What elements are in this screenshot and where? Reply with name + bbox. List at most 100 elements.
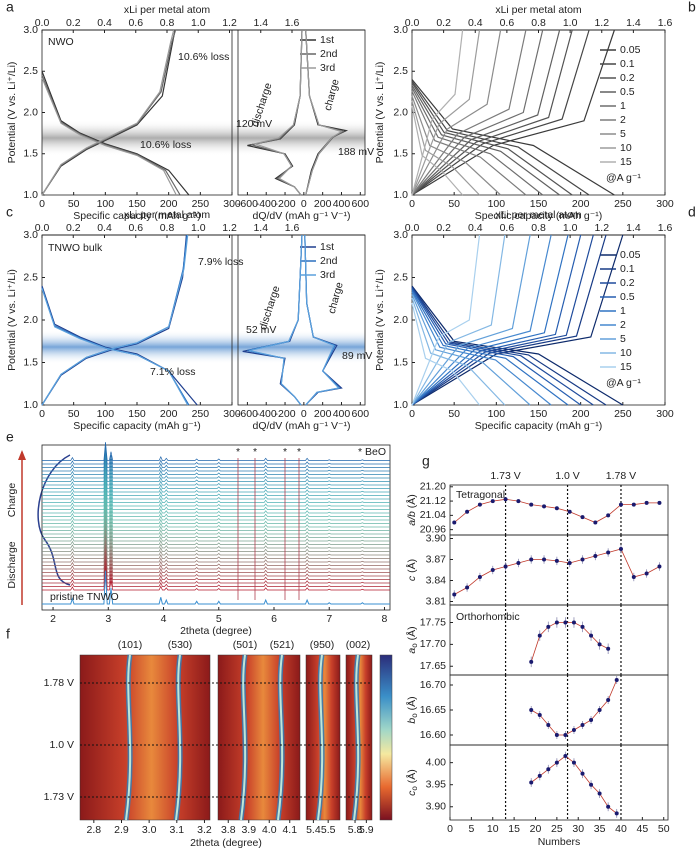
curve bbox=[411, 234, 506, 406]
x2-axis-label: xLi per metal atom bbox=[495, 4, 582, 16]
x-tick-label: 100 bbox=[97, 408, 115, 420]
legend-label: 0.05 bbox=[620, 249, 641, 261]
x-axis-label: Specific capacity (mAh g⁻¹) bbox=[73, 210, 201, 222]
plot-frame bbox=[449, 674, 669, 746]
x-tick-label: 200 bbox=[160, 198, 178, 210]
legend-label: 10 bbox=[620, 142, 632, 154]
peak-streak bbox=[277, 654, 284, 821]
peak-streak bbox=[317, 654, 324, 821]
data-point bbox=[516, 499, 521, 504]
voltage-trace bbox=[37, 454, 71, 586]
x2-tick-label: 0.4 bbox=[468, 17, 483, 29]
y-tick-label: 3.0 bbox=[23, 24, 38, 36]
x-tick-label: 150 bbox=[128, 408, 146, 420]
y-tick-label: 21.12 bbox=[420, 495, 446, 507]
x2-tick-label: 1.2 bbox=[222, 17, 237, 29]
stage-label: 1.78 V bbox=[606, 470, 636, 482]
x-tick-label: 0 bbox=[409, 408, 415, 420]
x-tick-label: 2 bbox=[50, 613, 56, 625]
y-tick-label: 1.0 bbox=[23, 399, 38, 411]
xrd-pattern bbox=[42, 477, 390, 496]
x2-tick-label: 0.2 bbox=[436, 17, 451, 29]
annotation: Orthorhombic bbox=[456, 611, 520, 623]
stage-label: 1.0 V bbox=[555, 470, 580, 482]
x-tick-label: 3.8 bbox=[221, 824, 236, 836]
x-tick-label: 150 bbox=[128, 198, 146, 210]
annotation: Charge bbox=[6, 483, 18, 518]
panel-label: c bbox=[6, 204, 13, 220]
legend-label: 1 bbox=[620, 305, 626, 317]
curve bbox=[411, 29, 615, 196]
xrd-pattern bbox=[42, 522, 390, 542]
y-axis-label-part: o bbox=[410, 643, 419, 648]
data-point bbox=[465, 585, 470, 590]
y-tick-label: 3.84 bbox=[426, 574, 447, 586]
xrd-pattern bbox=[42, 501, 390, 521]
y-axis-label: Potential (V vs. Li⁺/Li) bbox=[374, 269, 386, 371]
x2-tick-label: 1.6 bbox=[658, 222, 673, 234]
heatmap-segment bbox=[217, 654, 301, 821]
y-tick-label: 2.0 bbox=[393, 314, 408, 326]
y-tick-label: 3.0 bbox=[393, 229, 408, 241]
legend-label: 1 bbox=[620, 100, 626, 112]
xrd-pattern bbox=[42, 491, 390, 510]
data-point bbox=[618, 547, 623, 551]
x-tick-label: 150 bbox=[530, 198, 548, 210]
x-tick-label: 4 bbox=[161, 613, 167, 625]
x-tick-label: 50 bbox=[68, 198, 80, 210]
xrd-pattern bbox=[42, 480, 390, 500]
x-tick-label: 400 bbox=[333, 198, 351, 210]
peak-streak bbox=[125, 654, 132, 821]
y-axis-label: Potential (V vs. Li⁺/Li) bbox=[6, 269, 18, 371]
annotation: NWO bbox=[48, 36, 74, 48]
x2-axis-label: xLi per metal atom bbox=[124, 4, 211, 16]
annotation: * bbox=[283, 446, 287, 458]
peak-label: (950) bbox=[310, 639, 335, 651]
xrd-pattern bbox=[42, 484, 390, 503]
x-tick-label: -200 bbox=[275, 198, 296, 210]
peak-streak bbox=[175, 654, 182, 821]
data-point bbox=[563, 733, 568, 737]
curve bbox=[41, 29, 181, 196]
y-tick-label: 2.0 bbox=[23, 106, 38, 118]
x2-tick-label: 1.4 bbox=[253, 222, 268, 234]
x-tick-label: 100 bbox=[97, 198, 115, 210]
x-tick-label: -400 bbox=[256, 408, 277, 420]
panel-label: f bbox=[6, 626, 10, 642]
stage-label: 1.73 V bbox=[490, 470, 520, 482]
y-axis-label-part: (Å) bbox=[405, 559, 418, 576]
x-tick-label: 50 bbox=[448, 408, 460, 420]
voltage-label: 1.78 V bbox=[44, 677, 74, 689]
y-axis-label-part: o bbox=[410, 786, 419, 791]
y-axis-label: a/b (Å) bbox=[405, 494, 418, 526]
voltage-label: 1.0 V bbox=[49, 739, 74, 751]
x2-tick-label: 0.2 bbox=[66, 17, 81, 29]
panel-label: d bbox=[688, 204, 696, 220]
trend-line bbox=[454, 498, 660, 523]
voltage-band bbox=[42, 330, 365, 364]
xrd-pattern bbox=[42, 487, 390, 507]
plot-frame bbox=[449, 534, 669, 606]
curve bbox=[41, 29, 177, 196]
data-point bbox=[580, 515, 585, 520]
x2-tick-label: 0.4 bbox=[468, 222, 483, 234]
x2-tick-label: 0.0 bbox=[35, 17, 50, 29]
panel-label: g bbox=[422, 453, 430, 469]
curve bbox=[411, 29, 561, 196]
legend-label: 2 bbox=[620, 114, 626, 126]
y-tick-label: 1.0 bbox=[393, 189, 408, 201]
xrd-pattern bbox=[42, 564, 390, 584]
annotation: Discharge bbox=[6, 541, 18, 588]
annotation: * bbox=[253, 446, 257, 458]
x2-tick-label: 0.6 bbox=[500, 17, 515, 29]
xrd-pattern bbox=[42, 459, 390, 479]
y-axis-label-part: a/b bbox=[406, 511, 418, 526]
legend-label: 2 bbox=[620, 319, 626, 331]
x-tick-label: 6 bbox=[271, 613, 277, 625]
x-axis-label: Specific capacity (mAh g⁻¹) bbox=[475, 210, 603, 222]
y-tick-label: 20.96 bbox=[420, 523, 446, 535]
legend-label: 15 bbox=[620, 156, 632, 168]
x2-tick-label: 0.4 bbox=[97, 17, 112, 29]
x-tick-label: 3.1 bbox=[170, 824, 185, 836]
x-tick-label: 300 bbox=[223, 198, 241, 210]
